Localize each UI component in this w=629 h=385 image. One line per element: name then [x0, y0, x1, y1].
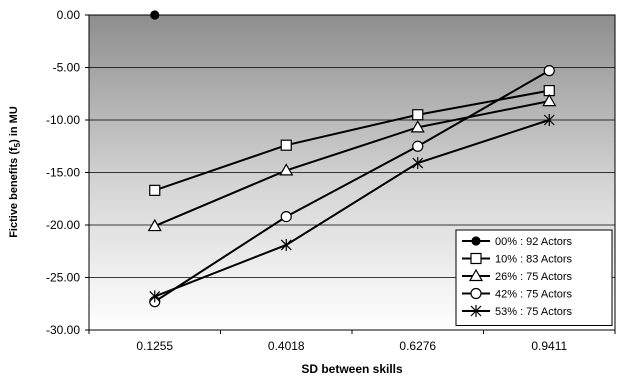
legend: 00% : 92 Actors 10% : 83 Actors 26% : 75 A…	[455, 229, 613, 326]
series-4	[149, 114, 555, 303]
y-axis-title: Fictive benefits (f5) in MU	[8, 106, 22, 238]
y-tick-label: -15.00	[46, 166, 80, 180]
y-tick-label: -5.00	[53, 61, 81, 75]
data-point	[150, 10, 160, 20]
data-point	[412, 140, 424, 152]
series-2	[147, 93, 557, 232]
y-axis-title-suffix: ) in MU	[8, 106, 20, 143]
x-tick-label: 0.1255	[136, 339, 173, 353]
data-point	[280, 139, 292, 151]
legend-marker	[470, 287, 482, 300]
y-axis-title-sub: 5	[13, 142, 22, 147]
legend-label: 26% : 75 Actors	[495, 271, 573, 283]
y-tick-label: -25.00	[46, 271, 80, 285]
axes: 0.00 -5.00 -10.00 -15.00 -20.00 -25.00 -30.00 0…	[46, 8, 616, 353]
y-tick-label: -20.00	[46, 218, 80, 232]
legend-label: 53% : 75 Actors	[495, 306, 573, 318]
series-0	[150, 10, 160, 20]
data-point	[280, 238, 292, 251]
legend-item: 53% : 75 Actors	[462, 305, 573, 318]
series-line	[154, 69, 550, 303]
x-tick-label: 0.4018	[268, 339, 305, 353]
legend-box	[455, 229, 613, 326]
data-point	[279, 163, 294, 176]
y-tick-label: -10.00	[46, 113, 80, 127]
legend-item: 10% : 83 Actors	[462, 252, 573, 266]
series-line	[154, 89, 550, 192]
series-line	[154, 119, 550, 298]
data-point	[147, 218, 162, 232]
data-point	[543, 65, 555, 77]
legend-marker	[468, 268, 484, 282]
data-point	[410, 120, 425, 133]
legend-item: 26% : 75 Actors	[462, 268, 573, 283]
series-line	[154, 100, 550, 227]
y-tick-label: -30.00	[46, 323, 80, 337]
y-axis-title-main: Fictive benefits (f	[8, 147, 20, 238]
data-point	[412, 109, 424, 121]
data-point	[149, 184, 161, 196]
x-axis-title: SD between skills	[301, 362, 403, 376]
axis-labels: SD between skills Fictive benefits (f5) …	[8, 106, 403, 376]
data-point	[412, 157, 424, 170]
legend-label: 10% : 83 Actors	[495, 254, 573, 266]
series-group	[147, 10, 557, 308]
legend-marker	[470, 305, 482, 317]
legend-label: 42% : 75 Actors	[495, 289, 573, 301]
data-point	[542, 93, 557, 107]
series-1	[149, 84, 555, 196]
data-point	[149, 290, 161, 303]
legend-label: 00% : 92 Actors	[495, 236, 573, 248]
legend-marker	[471, 236, 481, 246]
legend-item: 00% : 92 Actors	[462, 236, 573, 248]
data-point	[543, 114, 555, 126]
x-tick-label: 0.9411	[531, 339, 567, 353]
y-tick-label: 0.00	[57, 8, 81, 22]
legend-item: 42% : 75 Actors	[462, 287, 573, 301]
data-point	[280, 211, 292, 223]
legend-marker	[470, 252, 482, 265]
x-tick-label: 0.6276	[399, 339, 436, 353]
